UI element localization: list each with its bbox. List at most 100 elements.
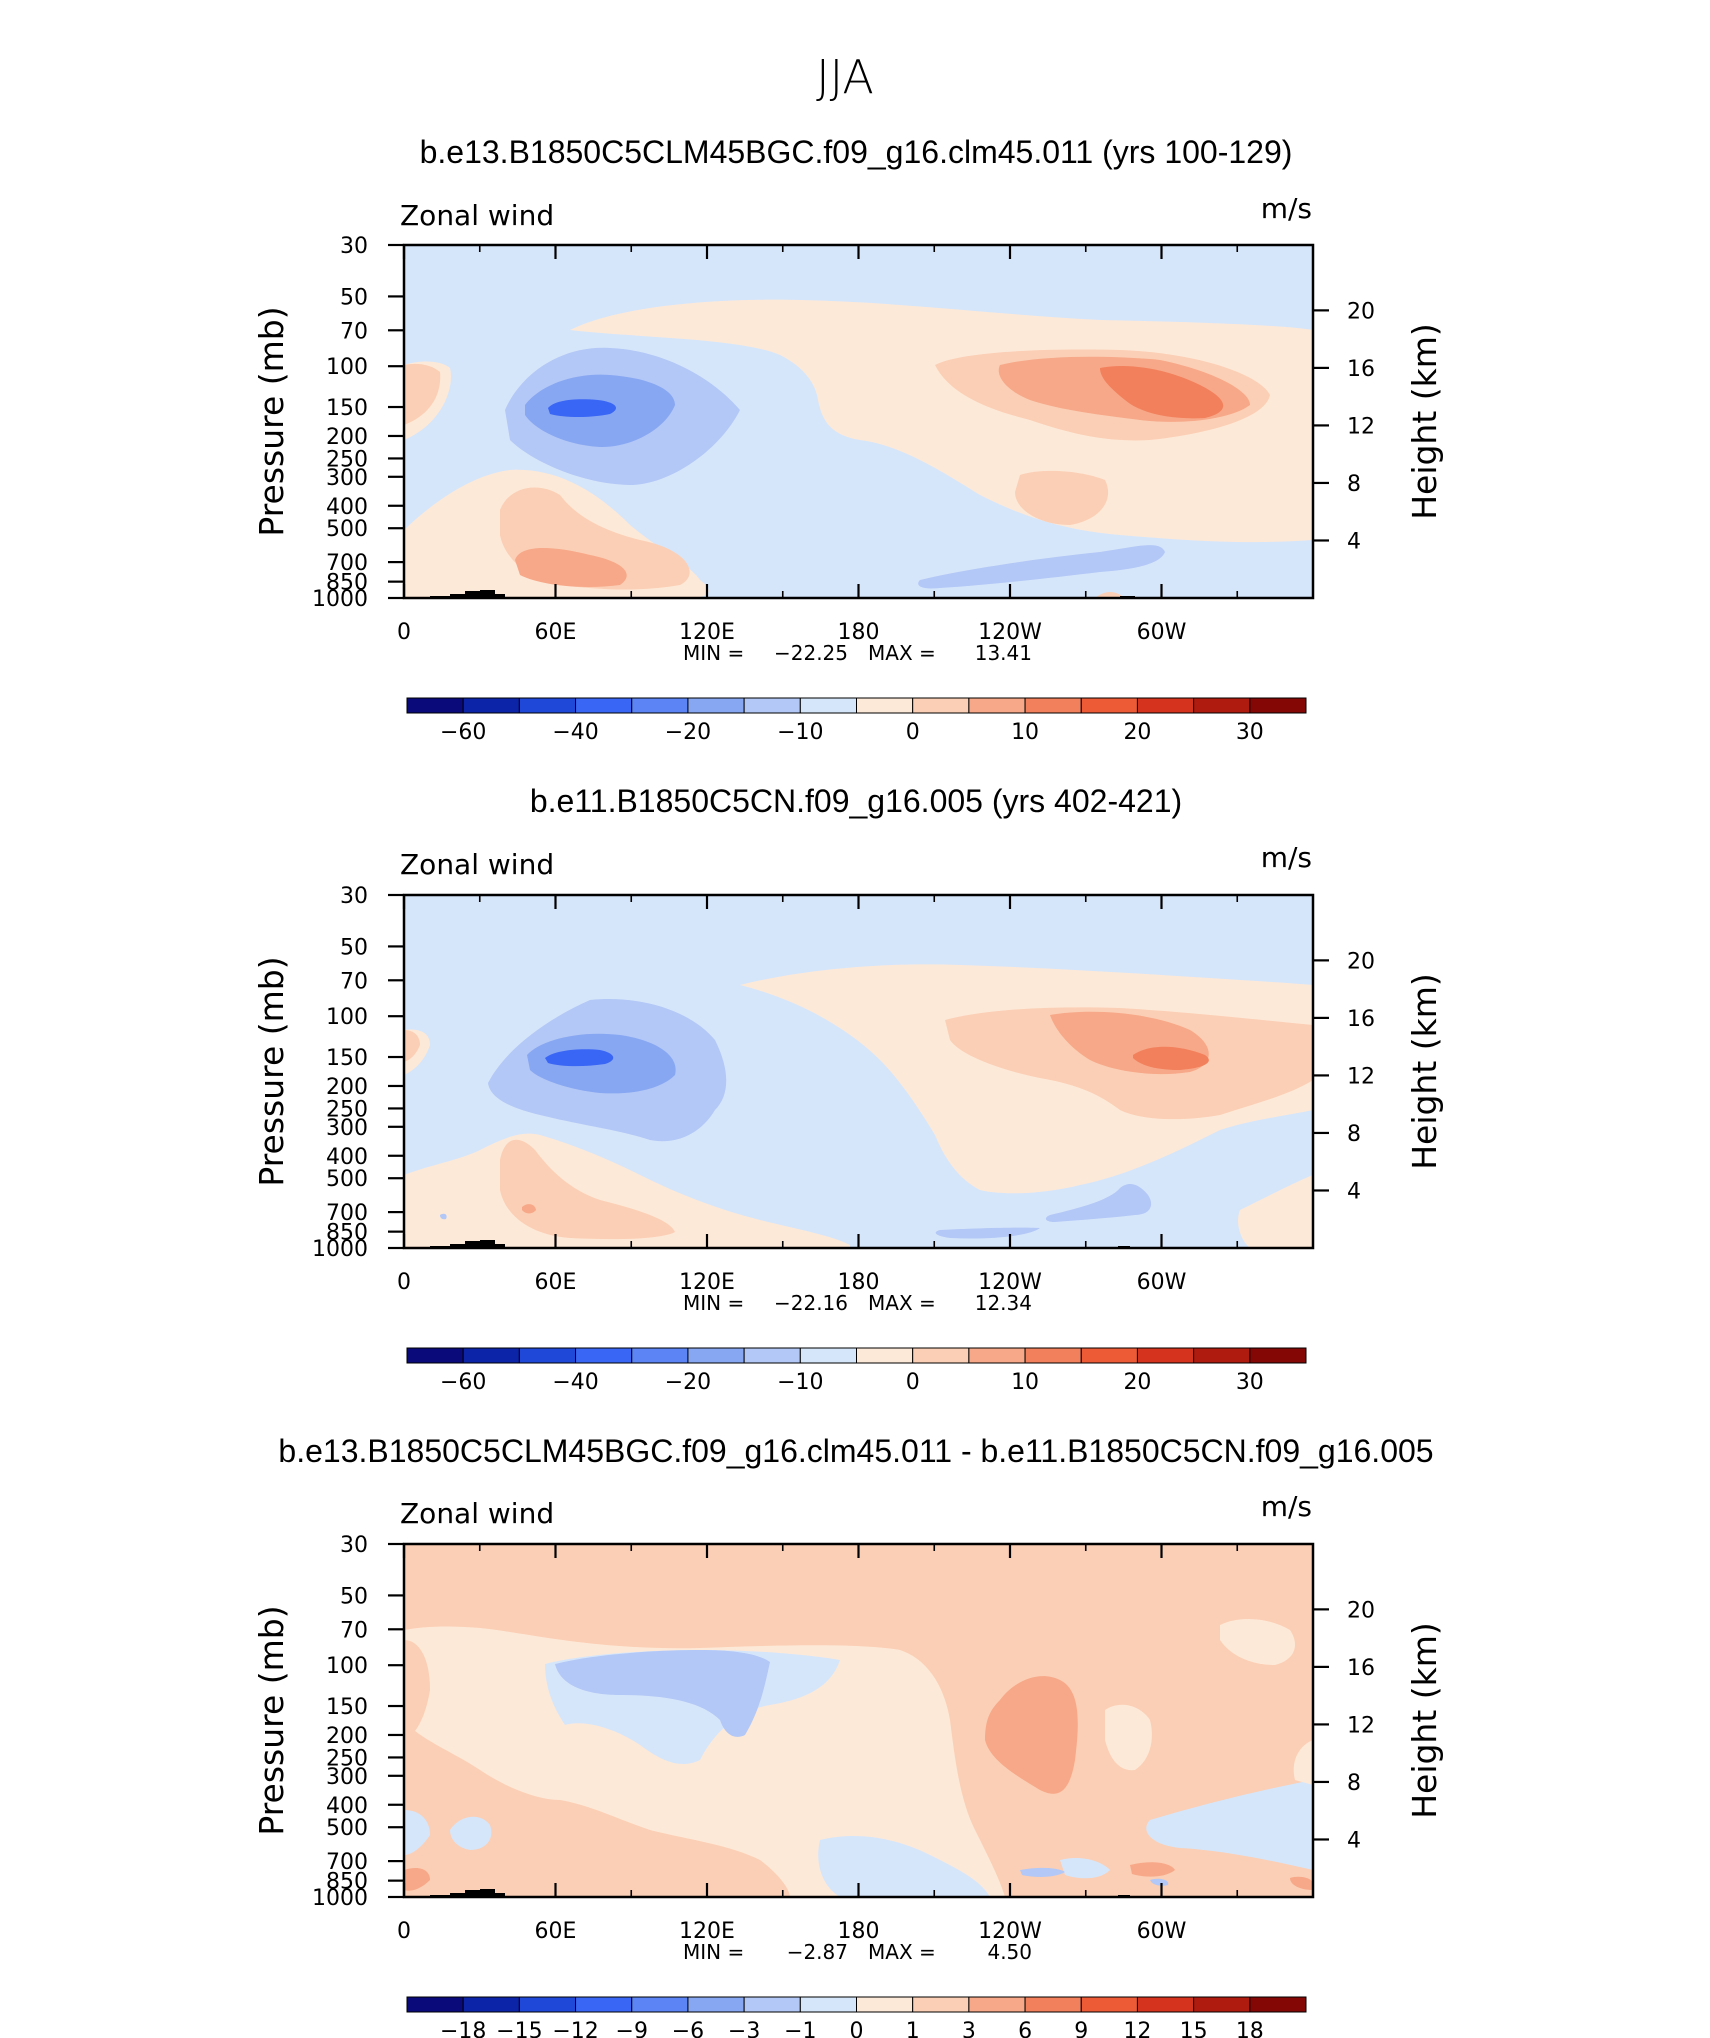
colorbar-box <box>518 1347 577 1364</box>
units-label: m/s <box>1261 841 1312 874</box>
y-tick-label: 300 <box>326 1765 368 1790</box>
x-tick-label: 60E <box>535 1270 577 1295</box>
colorbar-box <box>575 1347 633 1364</box>
colorbar-label: 9 <box>1074 2019 1088 2038</box>
y-tick-label: 30 <box>340 884 368 909</box>
colorbar-label: 3 <box>962 2019 976 2038</box>
colorbar-label: −6 <box>672 2019 704 2038</box>
y-right-tick-label: 16 <box>1347 1007 1375 1032</box>
max-label: MAX = <box>868 1940 936 1964</box>
max-label: MAX = <box>868 1291 936 1315</box>
colorbar-label: −60 <box>440 1370 486 1395</box>
colorbar-box <box>687 1347 745 1364</box>
colorbar-box <box>968 697 1026 714</box>
left-string: Zonal wind <box>400 199 554 232</box>
colorbar-label: −18 <box>440 2019 486 2038</box>
y-tick-label: 30 <box>340 234 368 259</box>
x-tick-label: 60E <box>535 1919 577 1944</box>
y-tick-label: 1000 <box>312 1237 368 1262</box>
y-right-tick-label: 16 <box>1347 1656 1375 1681</box>
y-axis-title: Pressure (mb) <box>252 1605 291 1835</box>
y-right-tick-label: 16 <box>1347 357 1375 382</box>
min-value: −22.25 <box>774 641 848 665</box>
panel-3: b.e13.B1850C5CLM45BGC.f09_g16.clm45.011 … <box>278 1433 1434 1899</box>
y-tick-label: 850 <box>326 571 368 596</box>
x-tick-label: 60W <box>1137 1270 1187 1295</box>
panel-title: b.e11.B1850C5CN.f09_g16.005 (yrs 402-421… <box>530 783 1182 819</box>
colorbar-label: 12 <box>1123 2019 1151 2038</box>
y-tick-label: 50 <box>340 1584 368 1609</box>
y-tick-label: 300 <box>326 1116 368 1141</box>
colorbar-box <box>631 697 689 714</box>
colorbar-box <box>912 1996 970 2013</box>
colorbar-box <box>1136 697 1195 714</box>
colorbar-box <box>1136 1996 1195 2013</box>
y-tick-label: 500 <box>326 1167 368 1192</box>
min-label: MIN = <box>683 1291 744 1315</box>
y-tick-label: 250 <box>326 1746 368 1771</box>
colorbar-box <box>912 1347 970 1364</box>
colorbar-label: 20 <box>1123 1370 1151 1395</box>
colorbar-label: −20 <box>665 720 711 745</box>
colorbar-box <box>631 1347 689 1364</box>
colorbar-box <box>1249 1996 1307 2013</box>
x-tick-label: 180 <box>838 1919 880 1944</box>
y-tick-label: 500 <box>326 1816 368 1841</box>
colorbar-label: −1 <box>784 2019 816 2038</box>
colorbar-label: −15 <box>496 2019 542 2038</box>
y-tick-label: 400 <box>326 495 368 520</box>
contour-field <box>404 895 1313 1248</box>
y-tick-label: 100 <box>326 1654 368 1679</box>
colorbar-box <box>799 1347 857 1364</box>
colorbar-box <box>743 1996 801 2013</box>
y-tick-label: 70 <box>340 1618 368 1643</box>
colorbar-box <box>856 1996 914 2013</box>
colorbar-box <box>1080 1996 1138 2013</box>
colorbar-label: −40 <box>552 1370 598 1395</box>
y-tick-label: 850 <box>326 1870 368 1895</box>
y-tick-label: 30 <box>340 1533 368 1558</box>
y-axis-title: Pressure (mb) <box>252 956 291 1186</box>
colorbar-label: 10 <box>1011 720 1039 745</box>
min-value: −2.87 <box>787 1940 848 1964</box>
y-tick-label: 150 <box>326 1695 368 1720</box>
y-tick-label: 200 <box>326 1075 368 1100</box>
x-tick-label: 120W <box>978 1919 1042 1944</box>
colorbar-box <box>799 1996 857 2013</box>
colorbar-box <box>518 1996 577 2013</box>
colorbar-box <box>687 697 745 714</box>
max-value: 4.50 <box>987 1940 1032 1964</box>
y-tick-label: 400 <box>326 1145 368 1170</box>
y-tick-label: 200 <box>326 1724 368 1749</box>
y-tick-label: 1000 <box>312 1886 368 1911</box>
x-tick-label: 60W <box>1137 620 1187 645</box>
y-right-tick-label: 20 <box>1347 1598 1375 1623</box>
x-tick-label: 120E <box>679 620 735 645</box>
y-right-tick-label: 12 <box>1347 1064 1375 1089</box>
x-tick-label: 120W <box>978 620 1042 645</box>
colorbar-box <box>968 1996 1026 2013</box>
x-tick-label: 0 <box>397 1270 411 1295</box>
y-tick-label: 70 <box>340 319 368 344</box>
colorbar-box <box>575 1996 633 2013</box>
x-tick-label: 120W <box>978 1270 1042 1295</box>
colorbar-label: 0 <box>906 720 920 745</box>
colorbar-box <box>1024 697 1082 714</box>
colorbar-box <box>1080 1347 1138 1364</box>
colorbar-label: 1 <box>906 2019 920 2038</box>
colorbar-label: 20 <box>1123 720 1151 745</box>
panel-2: b.e11.B1850C5CN.f09_g16.005 (yrs 402-421… <box>400 783 1315 1250</box>
colorbar-label: −40 <box>552 720 598 745</box>
left-string: Zonal wind <box>400 1497 554 1530</box>
panel-title: b.e13.B1850C5CLM45BGC.f09_g16.clm45.011 … <box>278 1433 1433 1469</box>
y-right-tick-label: 20 <box>1347 949 1375 974</box>
y-right-tick-label: 8 <box>1347 472 1361 497</box>
y-tick-label: 700 <box>326 1201 368 1226</box>
colorbar-label: 6 <box>1018 2019 1032 2038</box>
y-right-tick-label: 4 <box>1347 529 1361 554</box>
y-tick-label: 150 <box>326 396 368 421</box>
y-right-axis-title: Height (km) <box>1405 973 1444 1170</box>
colorbar-box <box>518 697 577 714</box>
left-string: Zonal wind <box>400 848 554 881</box>
